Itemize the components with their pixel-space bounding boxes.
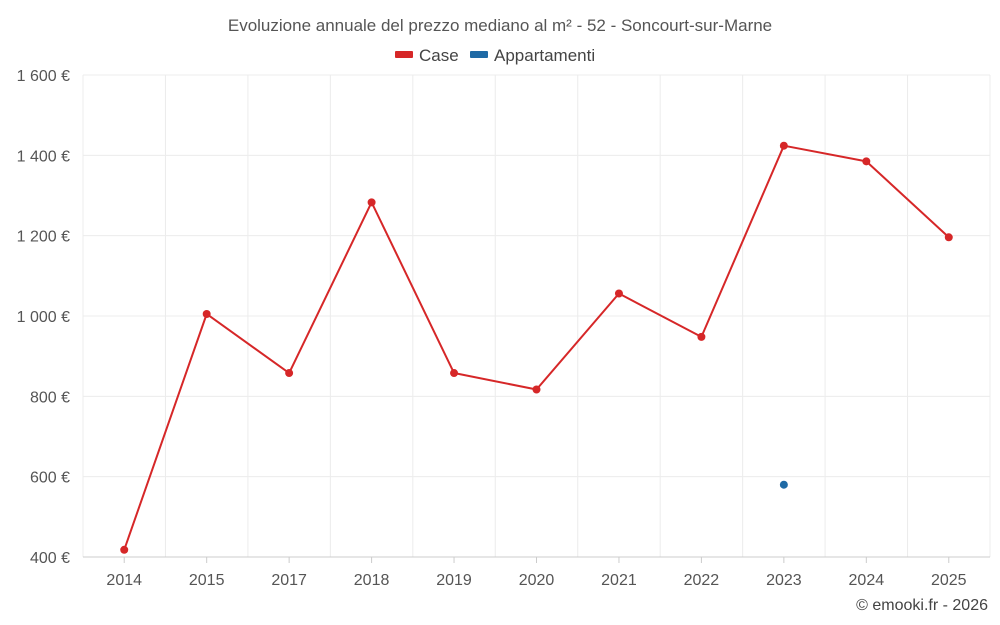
y-tick-label: 400 € xyxy=(30,550,70,567)
x-tick-label: 2020 xyxy=(519,572,555,589)
x-tick-label: 2022 xyxy=(684,572,720,589)
y-tick-label: 1 200 € xyxy=(17,229,70,246)
data-point[interactable] xyxy=(202,309,211,318)
x-tick-label: 2025 xyxy=(931,572,967,589)
y-tick-label: 800 € xyxy=(30,389,70,406)
legend-label-appartamenti[interactable]: Appartamenti xyxy=(494,46,595,65)
x-tick-label: 2024 xyxy=(849,572,885,589)
chart-title: Evoluzione annuale del prezzo mediano al… xyxy=(228,16,772,35)
data-point[interactable] xyxy=(285,369,294,378)
x-tick-label: 2018 xyxy=(354,572,390,589)
x-tick-label: 2015 xyxy=(189,572,225,589)
data-point[interactable] xyxy=(697,332,706,341)
x-tick-label: 2014 xyxy=(106,572,142,589)
data-point[interactable] xyxy=(944,233,953,242)
credit-text: © emooki.fr - 2026 xyxy=(856,597,988,614)
legend-swatch-appartamenti xyxy=(470,51,488,58)
legend-label-case[interactable]: Case xyxy=(419,46,459,65)
legend-swatch-case xyxy=(395,51,413,58)
data-point[interactable] xyxy=(779,480,788,489)
data-point[interactable] xyxy=(367,198,376,207)
grid xyxy=(82,74,991,557)
data-point[interactable] xyxy=(614,289,623,298)
data-point[interactable] xyxy=(532,385,541,394)
x-tick-label: 2019 xyxy=(436,572,472,589)
series xyxy=(120,141,953,554)
y-tick-label: 1 400 € xyxy=(17,148,70,165)
x-tick-label: 2017 xyxy=(271,572,307,589)
data-point[interactable] xyxy=(120,545,129,554)
x-tick-label: 2021 xyxy=(601,572,637,589)
axes: 400 € 600 € 800 € 1 000 € 1 200 € 1 400 € 1 60… xyxy=(17,68,990,589)
legend: Case Appartamenti xyxy=(395,46,595,65)
x-tick-label: 2023 xyxy=(766,572,802,589)
data-point[interactable] xyxy=(450,369,459,378)
y-tick-label: 1 600 € xyxy=(17,68,70,85)
series-appartamenti xyxy=(779,480,788,489)
series-case xyxy=(120,141,953,554)
y-tick-label: 600 € xyxy=(30,470,70,487)
data-point[interactable] xyxy=(779,141,788,150)
y-tick-label: 1 000 € xyxy=(17,309,70,326)
data-point[interactable] xyxy=(862,157,871,166)
